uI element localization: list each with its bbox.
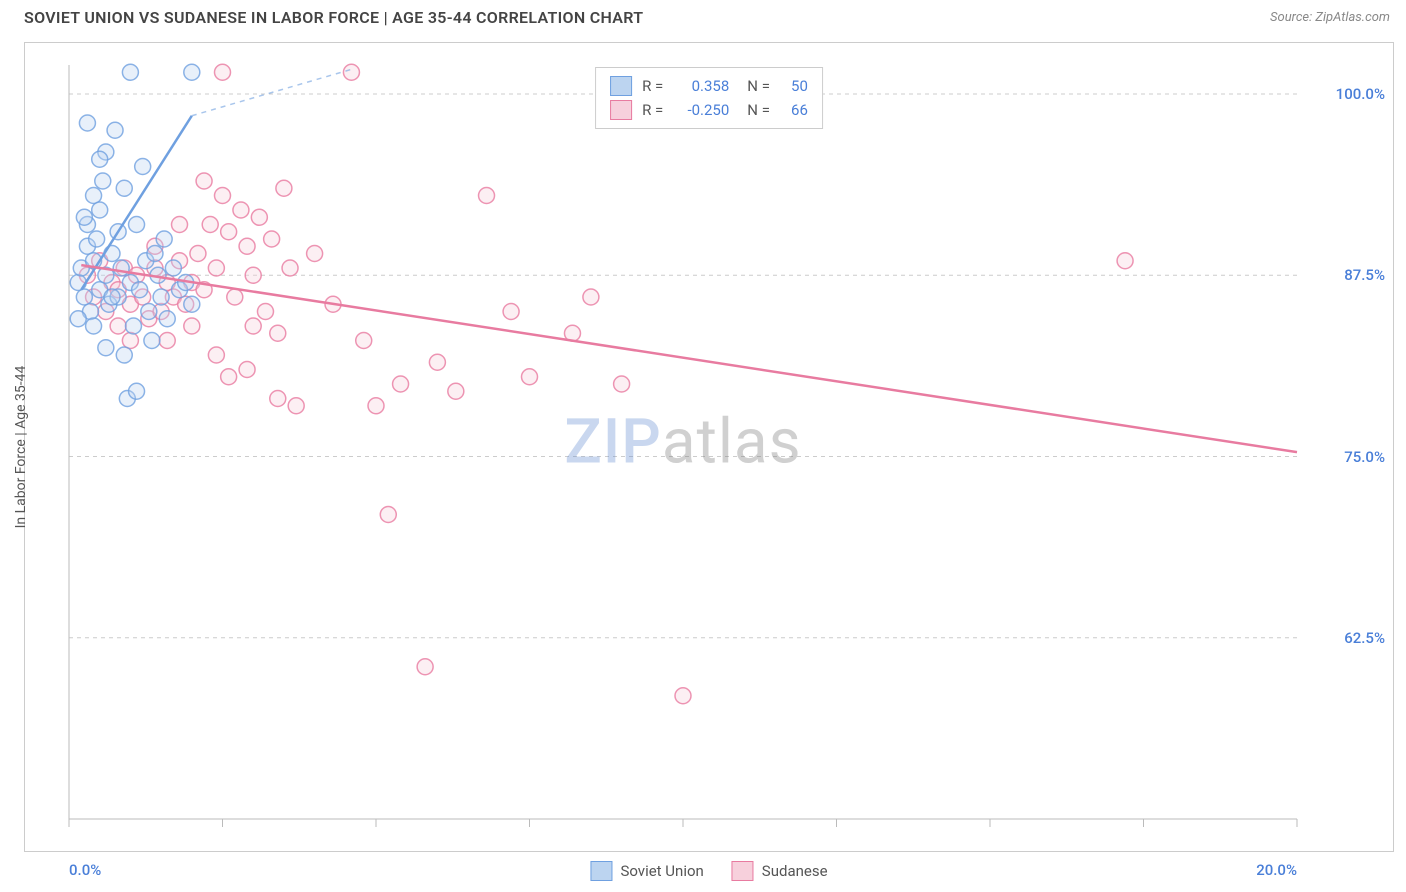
legend-swatch-0: [610, 76, 632, 96]
chart-title: SOVIET UNION VS SUDANESE IN LABOR FORCE …: [24, 8, 643, 27]
n-value-0: 50: [780, 74, 808, 98]
legend-row-series-1: R = -0.250 N = 66: [610, 98, 808, 122]
r-label: R =: [642, 74, 663, 98]
x-axis-min-label: 0.0%: [69, 861, 101, 879]
n-label: N =: [747, 74, 770, 98]
legend-row-series-0: R = 0.358 N = 50: [610, 74, 808, 98]
correlation-legend: R = 0.358 N = 50 R = -0.250 N = 66: [595, 67, 823, 129]
y-tick-label: 100.0%: [1336, 85, 1385, 103]
n-label: N =: [747, 98, 770, 122]
series-legend: Soviet Union Sudanese: [590, 861, 827, 881]
x-axis-max-label: 20.0%: [1256, 861, 1297, 879]
y-tick-label: 75.0%: [1344, 448, 1385, 466]
y-tick-label: 62.5%: [1344, 629, 1385, 647]
chart-container: In Labor Force | Age 35-44 R = 0.358 N =…: [24, 42, 1394, 852]
n-value-1: 66: [780, 98, 808, 122]
legend-label-1: Sudanese: [762, 862, 828, 880]
chart-source: Source: ZipAtlas.com: [1270, 10, 1390, 25]
y-axis-label: In Labor Force | Age 35-44: [13, 366, 29, 529]
legend-swatch-sudanese: [732, 861, 754, 881]
legend-item-1: Sudanese: [732, 861, 828, 881]
y-tick-label: 87.5%: [1344, 266, 1385, 284]
legend-item-0: Soviet Union: [590, 861, 703, 881]
chart-header: SOVIET UNION VS SUDANESE IN LABOR FORCE …: [0, 0, 1406, 35]
scatter-plot-svg: [69, 65, 1297, 819]
r-value-0: 0.358: [673, 74, 729, 98]
legend-swatch-soviet-union: [590, 861, 612, 881]
plot-area: ZIPatlas: [69, 65, 1297, 819]
legend-label-0: Soviet Union: [620, 862, 703, 880]
legend-swatch-1: [610, 100, 632, 120]
r-value-1: -0.250: [673, 98, 729, 122]
r-label: R =: [642, 98, 663, 122]
